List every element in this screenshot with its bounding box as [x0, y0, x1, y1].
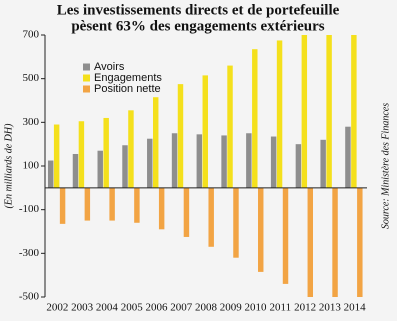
bar: [233, 187, 239, 258]
bar: [109, 187, 115, 221]
bar: [47, 160, 54, 188]
y-tick-label: -500: [19, 291, 40, 303]
y-tick-label: -300: [19, 247, 40, 259]
bar: [301, 35, 308, 188]
bar: [59, 187, 66, 224]
bar: [258, 187, 264, 272]
bar: [72, 153, 79, 188]
bar: [128, 110, 134, 188]
bar: [78, 121, 85, 188]
bar: [158, 187, 165, 230]
x-tick-label: 2003: [71, 302, 94, 314]
bar: [97, 150, 103, 188]
x-tick-label: 2014: [344, 302, 367, 314]
x-tick-label: 2006: [145, 302, 168, 314]
bar: [103, 117, 109, 188]
y-tick-label: 500: [23, 72, 40, 84]
bar: [84, 187, 91, 221]
bar: [276, 40, 283, 188]
bar: [307, 187, 314, 297]
bar: [152, 97, 159, 188]
bar: [53, 124, 60, 188]
y-tick-label: 300: [23, 116, 40, 128]
bar: [357, 187, 363, 297]
legend-swatch: [83, 63, 90, 71]
y-tick-label: 100: [23, 160, 40, 172]
bar: [246, 133, 252, 188]
bar: [122, 145, 128, 188]
bar: [282, 187, 289, 284]
bar: [252, 49, 258, 188]
bar: [326, 35, 332, 188]
bar: [196, 134, 203, 188]
bar: [208, 187, 214, 247]
x-tick-label: 2007: [170, 302, 193, 314]
bar: [202, 75, 208, 188]
source-note: Source: Ministère des Finances: [380, 103, 391, 229]
chart-title: Les investissements directs et de portef…: [57, 2, 340, 18]
y-tick-label: -100: [19, 203, 40, 215]
x-tick-label: 2013: [319, 302, 342, 314]
plot-area: [47, 35, 363, 297]
x-tick-label: 2005: [121, 302, 144, 314]
bar: [345, 126, 351, 188]
bar: [351, 35, 357, 188]
legend-label: Position nette: [94, 83, 161, 95]
legend-swatch: [83, 74, 90, 82]
bar: [147, 138, 153, 188]
x-tick-label: 2002: [46, 302, 68, 314]
x-tick-label: 2004: [96, 302, 119, 314]
x-tick-label: 2009: [220, 302, 243, 314]
y-axis-label: (En milliards de DH): [3, 123, 14, 209]
bar: [227, 65, 233, 188]
y-tick-label: 700: [23, 29, 40, 41]
bar: [295, 144, 302, 188]
bar: [183, 187, 190, 237]
bar: [221, 135, 227, 188]
x-tick-label: 2012: [294, 302, 316, 314]
chart-title: pèsent 63% des engagements extérieurs: [71, 18, 324, 34]
bar: [320, 139, 326, 188]
bar: [332, 187, 338, 297]
legend-label: Engagements: [94, 72, 162, 84]
bar: [134, 187, 140, 223]
legend-swatch: [83, 85, 90, 93]
legend-label: Avoirs: [94, 61, 125, 73]
x-tick-label: 2011: [270, 302, 292, 314]
bar: [177, 84, 184, 188]
x-tick-label: 2008: [195, 302, 218, 314]
bar: [171, 133, 178, 188]
bar: [270, 136, 277, 188]
x-tick-label: 2010: [245, 302, 268, 314]
